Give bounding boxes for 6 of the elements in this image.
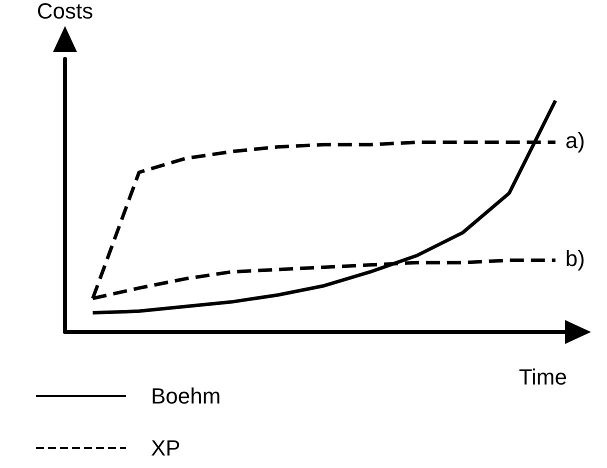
- y-axis-title: Costs: [36, 0, 94, 24]
- legend-label: XP: [151, 436, 180, 460]
- annotation: a): [565, 128, 585, 153]
- annotation: b): [565, 246, 585, 271]
- x-axis-title: Time: [518, 364, 567, 390]
- legend-label: Boehm: [151, 384, 221, 408]
